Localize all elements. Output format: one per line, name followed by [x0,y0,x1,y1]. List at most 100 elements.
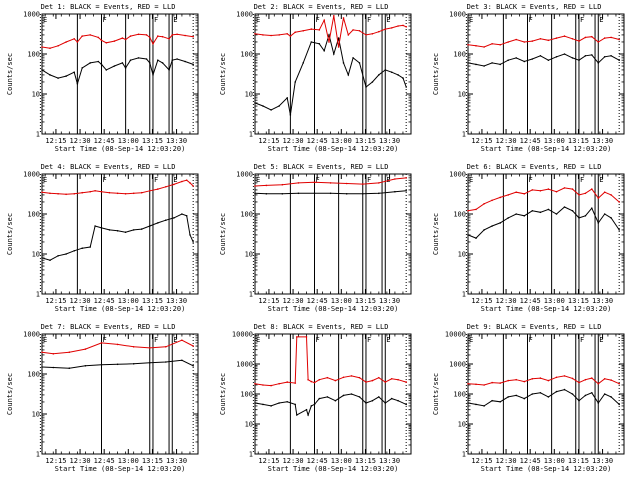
data-point-lld [313,381,316,384]
data-point-events [140,228,143,230]
data-point-lld [121,37,124,39]
marker-letter: F [316,336,320,344]
data-point-events [318,43,321,45]
data-point-lld [286,33,289,35]
data-point-events [305,408,308,411]
y-axis-label: Counts/sec [6,373,14,415]
data-point-events [563,53,566,55]
data-point-events [397,399,399,402]
plot-frame [254,13,412,135]
data-point-lld [523,41,526,43]
data-point-lld [597,197,600,199]
data-point-lld [97,36,100,39]
marker-letter: E [599,176,603,184]
data-point-lld [65,41,67,43]
data-point-events [165,361,167,363]
series-line-lld [41,339,194,355]
data-point-lld [618,38,620,41]
data-point-events [342,62,345,64]
x-axis-label: Start Time (08-Sep-14 12:03:20) [55,305,186,313]
data-point-lld [337,46,340,48]
y-tick-label: 100 [453,391,466,399]
data-point-events [192,241,194,243]
data-point-events [181,359,183,362]
chart-panel-1: Det 1: BLACK = Events, RED = LLD 1 10 100 10… [6,3,199,153]
chart-panel-8: Det 8: BLACK = Events, RED = LLD 1 10 100 10… [219,323,412,473]
data-point-events [294,81,297,83]
data-point-lld [523,380,526,383]
data-point-lld [578,381,580,384]
data-point-events [547,59,550,61]
data-point-lld [65,193,67,196]
data-point-lld [591,35,593,38]
data-point-events [584,55,587,57]
data-point-events [176,58,178,60]
data-point-events [390,397,393,400]
marker-letter: E [469,336,473,344]
data-point-lld [278,382,280,385]
data-point-lld [41,191,43,193]
data-point-events [618,59,620,61]
series-line-events [467,53,620,67]
data-point-lld [371,379,374,382]
y-tick-label: 1 [249,291,253,299]
data-point-events [145,58,148,60]
data-point-events [507,59,510,61]
data-point-events [571,210,574,212]
data-point-lld [347,34,350,36]
data-point-events [116,230,119,232]
data-point-events [94,225,96,227]
marker-letter: E [256,336,260,344]
data-point-events [591,54,593,56]
data-point-lld [168,38,170,40]
data-point-lld [358,30,361,32]
data-point-lld [173,183,175,186]
data-point-events [108,229,111,231]
series-line-events [41,213,194,261]
x-tick-label: 12:45 [520,297,541,305]
data-point-events [597,62,600,64]
data-point-lld [181,339,183,342]
y-tick-label: 1000 [23,331,40,339]
data-point-events [523,397,526,400]
data-point-events [591,392,593,394]
x-tick-label: 12:45 [307,137,328,145]
data-point-lld [181,180,183,183]
x-tick-label: 12:15 [258,457,279,465]
y-tick-label: 1 [462,451,466,459]
data-point-events [402,77,404,79]
data-point-lld [547,39,550,42]
data-point-lld [302,30,305,32]
marker-letter: F [580,176,584,184]
data-point-lld [483,46,485,48]
data-point-lld [571,377,574,380]
data-point-lld [185,179,188,181]
data-point-lld [89,34,91,36]
data-point-events [384,69,387,71]
x-tick-label: 12:15 [471,297,492,305]
data-point-events [499,401,502,403]
data-point-events [467,402,469,404]
data-point-lld [49,47,51,49]
x-tick-label: 13:15 [355,457,376,465]
data-point-lld [563,187,566,189]
data-point-events [318,397,321,400]
data-point-events [100,364,103,366]
data-point-events [499,63,502,66]
data-point-events [254,102,256,104]
y-tick-label: 100 [240,51,253,59]
data-point-events [57,77,59,79]
data-point-lld [100,190,103,193]
data-point-events [531,58,534,60]
data-point-lld [326,376,329,379]
data-point-events [49,74,51,76]
plot-frame [254,173,412,295]
data-point-events [491,62,493,64]
data-point-events [97,60,100,63]
data-point-lld [149,190,151,192]
data-point-events [571,393,574,395]
data-point-lld [149,347,151,349]
data-point-lld [350,375,353,377]
x-tick-label: 12:30 [283,457,304,465]
data-point-lld [467,44,469,46]
